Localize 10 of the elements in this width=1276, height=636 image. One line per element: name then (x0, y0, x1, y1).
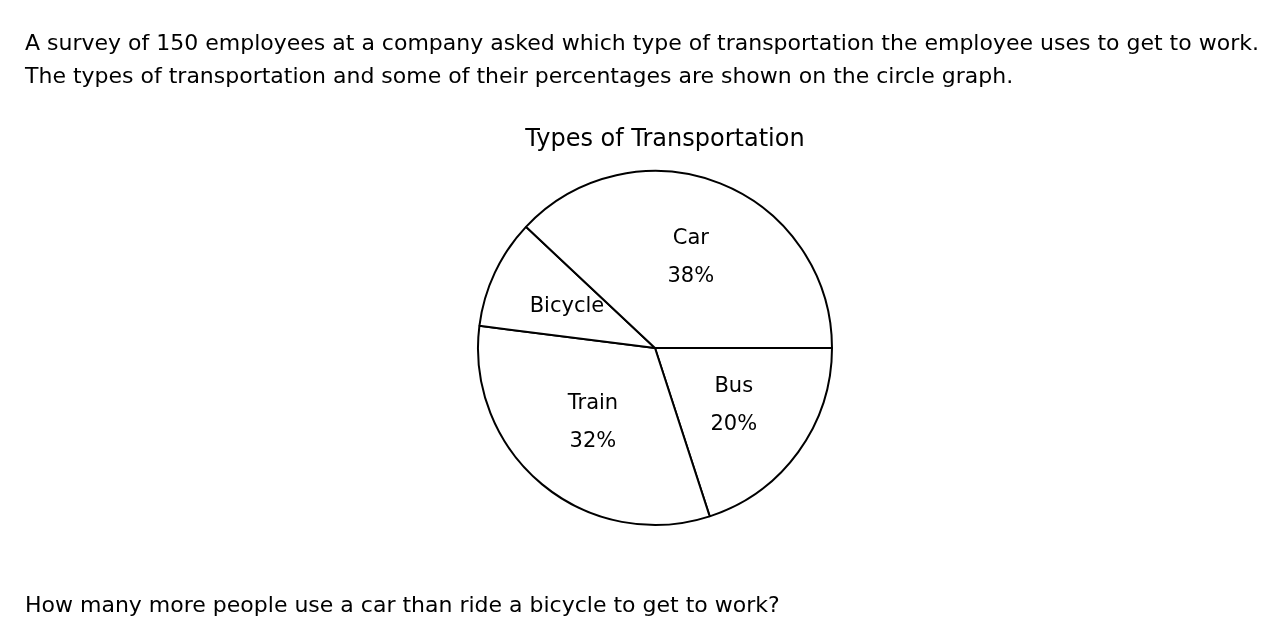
slice-label: Bus (714, 372, 754, 397)
text: A survey of 150 employees at a company asked which type of transportation the employee uses to get to work. The types of transportation and some of their percentages are shown on the circle graph. (25, 29, 1260, 90)
slice-label: Train (566, 390, 619, 415)
text: How many more people use a car than ride a bicycle to get to work? (25, 592, 780, 617)
data-label: 20% (710, 410, 758, 435)
slice-label: Car (672, 224, 710, 249)
slice-label: Bicycle (529, 293, 605, 317)
data-label: 38% (667, 262, 715, 287)
chart-title: Types of Transportation (524, 124, 806, 152)
data-label: 32% (569, 428, 617, 453)
